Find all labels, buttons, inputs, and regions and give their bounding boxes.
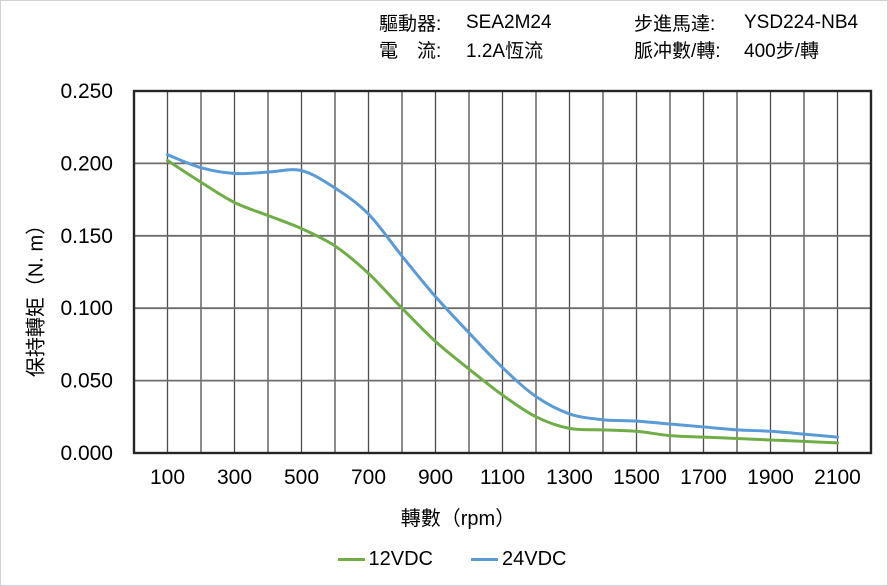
x-tick-label: 1100	[480, 466, 525, 489]
legend-label-24vdc: 24VDC	[502, 548, 567, 570]
y-tick-label: 0.250	[60, 80, 113, 103]
header-column-left: 驅動器: SEA2M24 電 流: 1.2A恆流	[379, 9, 552, 63]
motor-label: 步進馬達:	[634, 14, 716, 35]
series-line-24vdc	[166, 153, 839, 439]
x-tick-label: 1700	[680, 466, 727, 489]
y-tick-label: 0.050	[60, 370, 113, 393]
series-line-12vdc	[166, 159, 839, 445]
y-tick-label: 0.100	[60, 297, 113, 320]
current-label: 電 流:	[379, 41, 442, 62]
y-tick-label: 0.150	[60, 225, 113, 248]
driver-row: 驅動器: SEA2M24	[379, 9, 552, 36]
y-tick-label: 0.200	[60, 152, 113, 175]
legend-item-24vdc: 24VDC	[471, 548, 566, 571]
legend-item-12vdc: 12VDC	[337, 548, 433, 571]
current-value: 1.2A恆流	[466, 41, 544, 62]
legend: 12VDC 24VDC	[1, 548, 887, 571]
header-column-right: 步進馬達: YSD224-NB4 脈冲數/轉: 400步/轉	[634, 9, 858, 63]
x-tick-label: 900	[418, 466, 453, 489]
x-tick-label: 2100	[814, 466, 861, 489]
x-tick-label: 1300	[546, 466, 593, 489]
steps-value: 400步/轉	[744, 41, 819, 62]
y-axis-title: 保持轉矩（N. m）	[25, 214, 48, 378]
x-axis-title: 轉數（rpm）	[400, 508, 516, 530]
legend-line-icon-24vdc	[471, 558, 498, 561]
x-tick-label: 500	[284, 466, 319, 489]
y-tick-label: 0.000	[60, 442, 113, 465]
current-row: 電 流: 1.2A恆流	[379, 36, 552, 63]
x-tick-label: 700	[351, 466, 386, 489]
plot-border	[132, 89, 873, 455]
steps-row: 脈冲數/轉: 400步/轉	[634, 36, 858, 63]
motor-value: YSD224-NB4	[744, 11, 859, 33]
legend-label-12vdc: 12VDC	[368, 548, 433, 570]
motor-row: 步進馬達: YSD224-NB4	[634, 9, 858, 36]
steps-label: 脈冲數/轉:	[634, 41, 721, 62]
driver-label: 驅動器:	[379, 14, 442, 35]
x-tick-label: 1500	[613, 466, 660, 489]
x-tick-label: 300	[217, 466, 252, 489]
x-tick-label: 1900	[747, 466, 794, 489]
legend-line-icon-12vdc	[337, 558, 365, 561]
driver-value: SEA2M24	[466, 11, 552, 33]
x-tick-label: 100	[150, 466, 185, 489]
